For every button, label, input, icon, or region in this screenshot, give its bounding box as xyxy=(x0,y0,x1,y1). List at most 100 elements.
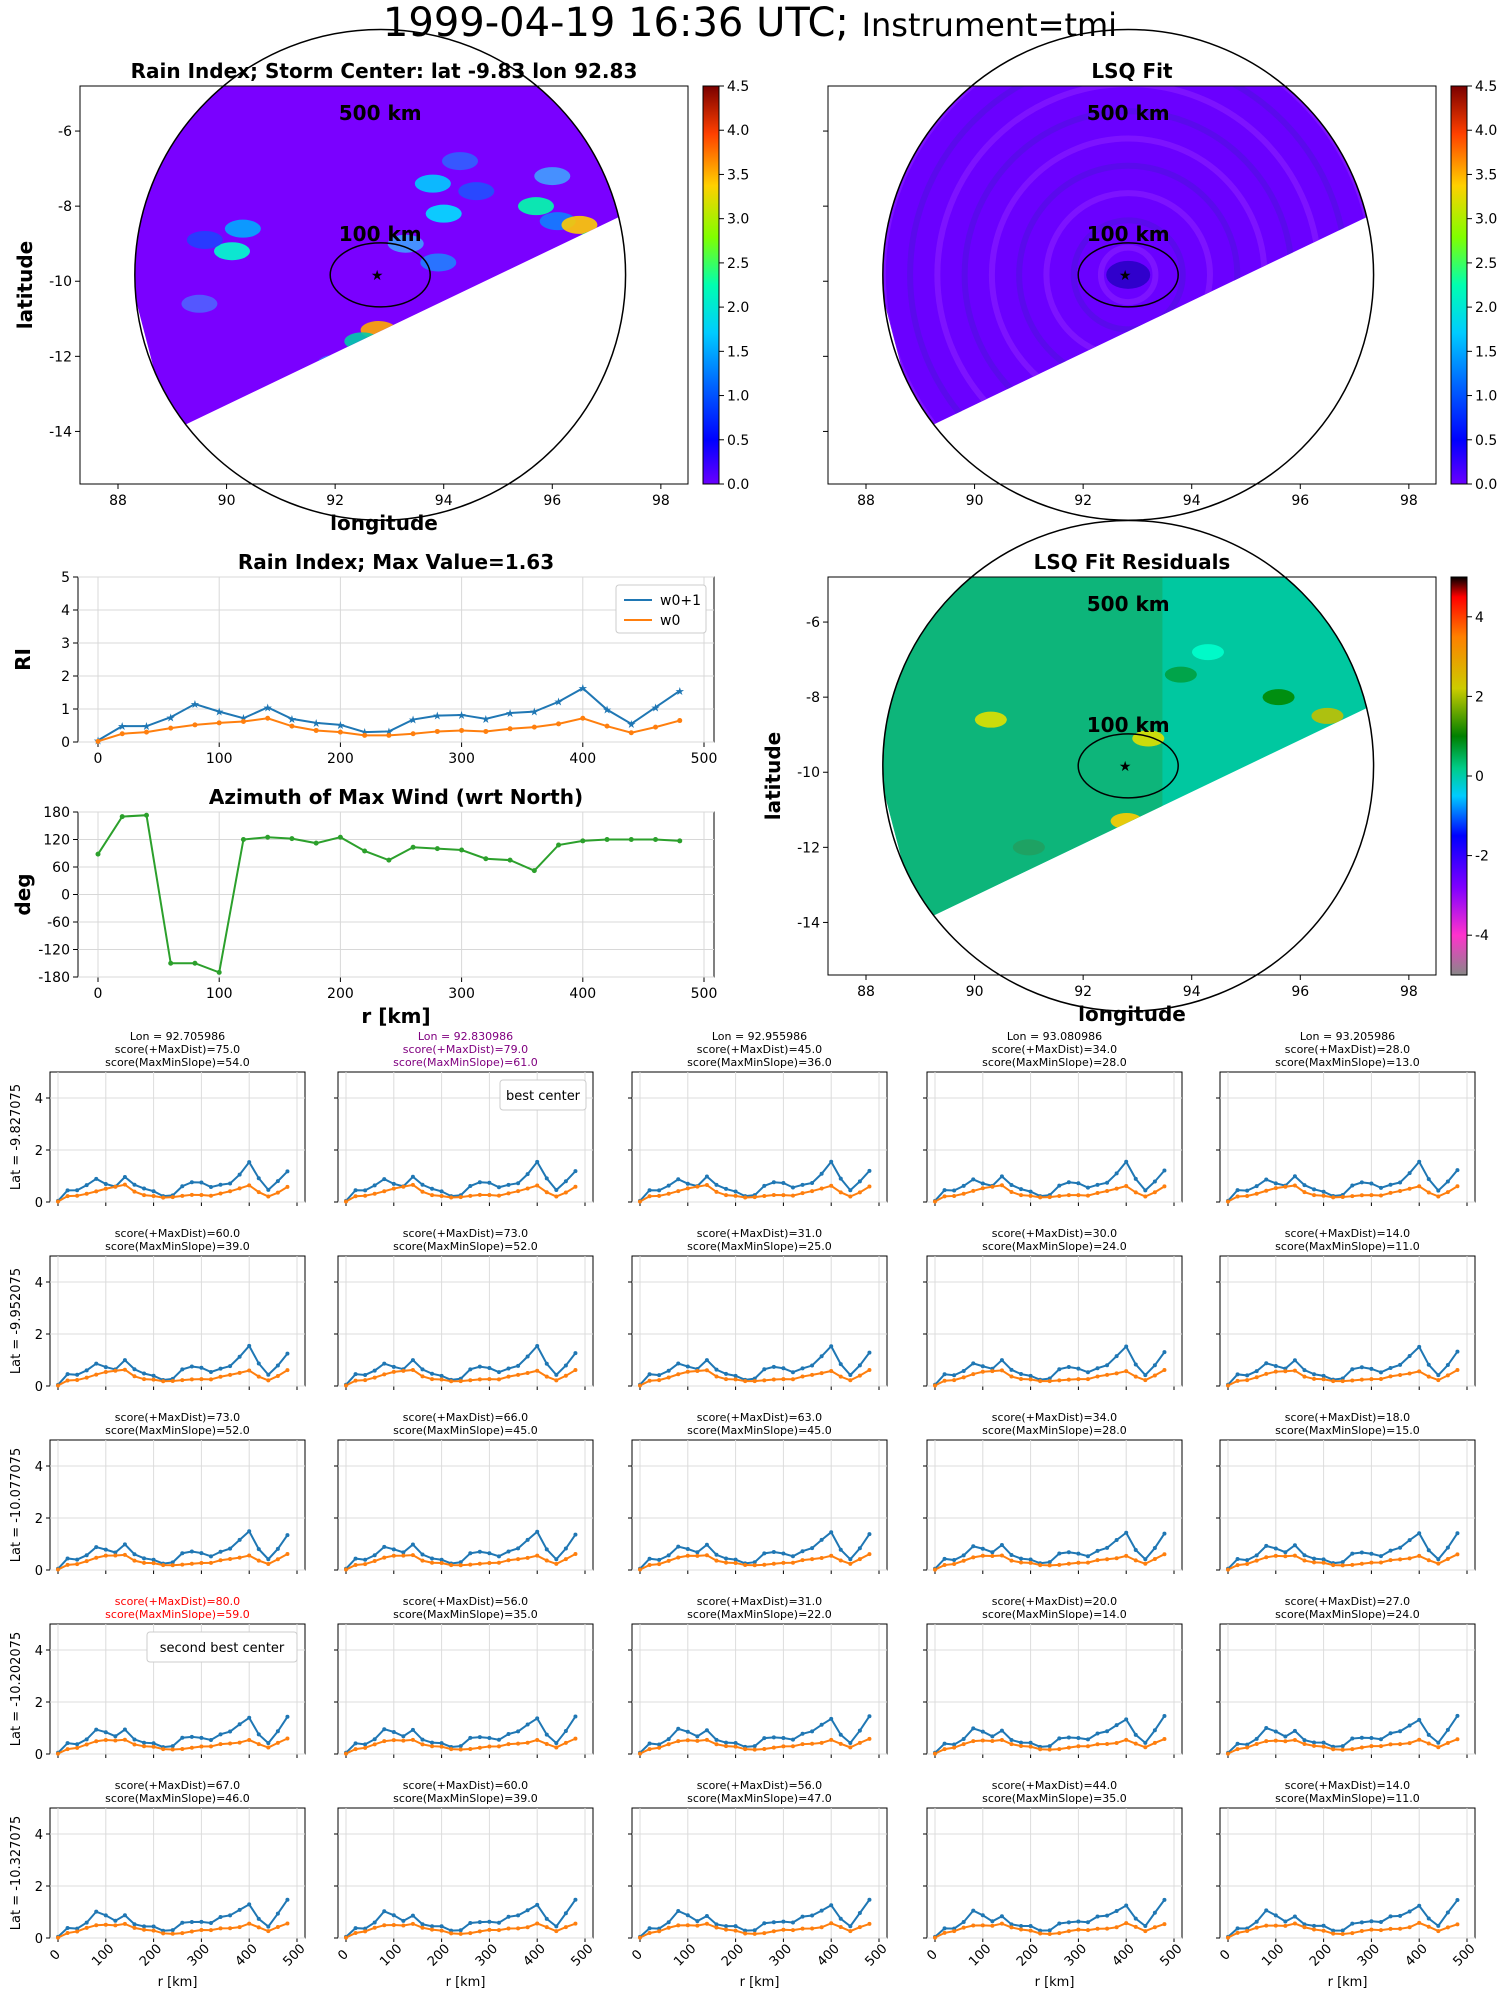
data-point xyxy=(1264,1726,1269,1731)
data-point xyxy=(838,1732,843,1737)
data-point xyxy=(420,1737,425,1742)
y-tick-label: 0 xyxy=(61,888,70,904)
data-point xyxy=(867,1168,872,1173)
data-point xyxy=(189,1180,194,1185)
data-point xyxy=(563,1557,568,1562)
data-point xyxy=(265,834,271,840)
score-maxdist: score(+MaxDist)=20.0 xyxy=(992,1595,1117,1608)
data-point xyxy=(382,1177,387,1182)
x-tick-label: 500 xyxy=(280,1941,308,1969)
y-tick-label: 2 xyxy=(35,1144,43,1159)
data-point xyxy=(391,1364,396,1369)
lsq-residual-map-field xyxy=(882,577,1374,923)
data-point xyxy=(228,1913,233,1918)
data-point xyxy=(439,1741,444,1746)
data-point xyxy=(1152,1190,1157,1195)
lsq-residual-map-frame xyxy=(827,576,1437,976)
subplot-3-0: 024score(+MaxDist)=80.0score(MaxMinSlope… xyxy=(9,1595,306,1763)
data-point xyxy=(439,1744,444,1749)
subplot-frame xyxy=(631,1255,888,1387)
data-point xyxy=(942,1556,947,1561)
subplot-frame xyxy=(1219,1255,1476,1387)
data-point xyxy=(666,1925,671,1930)
data-point xyxy=(535,1159,540,1164)
y-axis-label: latitude xyxy=(761,732,785,820)
data-point xyxy=(980,1181,985,1186)
data-point xyxy=(810,1926,815,1931)
data-point xyxy=(410,1358,415,1363)
data-point xyxy=(1143,1929,1148,1934)
data-point xyxy=(771,1735,776,1740)
data-point xyxy=(942,1194,947,1199)
colorbar-fit-tick-label: 0.5 xyxy=(1475,433,1497,449)
subplot-4-1: 0 100 200 300 400 500score(+MaxDist)=60.0scor… xyxy=(334,1779,597,1990)
data-point xyxy=(647,1194,652,1199)
data-point xyxy=(170,1563,175,1568)
data-point xyxy=(103,1730,108,1735)
data-point xyxy=(1226,1199,1230,1204)
x-tick-label: 200 xyxy=(1307,1941,1335,1969)
data-point xyxy=(1292,1728,1297,1733)
data-point xyxy=(1114,1556,1119,1561)
data-point xyxy=(1407,1741,1412,1746)
data-point xyxy=(771,1929,776,1934)
data-point xyxy=(1114,1171,1119,1176)
data-point xyxy=(1273,1181,1278,1186)
data-point xyxy=(386,857,392,863)
res-west xyxy=(882,577,1163,923)
subplot-0-4: Lon = 93.205986score(+MaxDist)=28.0score… xyxy=(1216,1030,1476,1206)
data-point xyxy=(496,1554,501,1559)
data-point xyxy=(638,1199,642,1204)
data-point xyxy=(143,812,149,818)
data-point xyxy=(724,1186,729,1191)
data-point xyxy=(544,1741,549,1746)
data-point xyxy=(237,1925,242,1930)
data-point xyxy=(867,1736,872,1741)
score-maxdist: score(+MaxDist)=34.0 xyxy=(992,1411,1117,1424)
data-point xyxy=(952,1378,957,1383)
rain-index-profile-title: Rain Index; Max Value=1.63 xyxy=(238,550,554,574)
data-point xyxy=(1369,1735,1374,1740)
data-point xyxy=(1162,1713,1167,1718)
data-point xyxy=(1445,1910,1450,1915)
data-point: ★ xyxy=(675,685,685,698)
data-point xyxy=(733,1377,738,1382)
data-point xyxy=(180,1193,185,1198)
data-point: ★ xyxy=(239,712,249,725)
data-point xyxy=(676,1177,681,1182)
data-point xyxy=(228,1189,233,1194)
data-point xyxy=(724,1924,729,1929)
data-point xyxy=(1038,1563,1043,1568)
score-maxdist: score(+MaxDist)=80.0 xyxy=(115,1595,240,1608)
data-point xyxy=(228,1181,233,1186)
data-point xyxy=(516,1189,521,1194)
data-point xyxy=(1312,1187,1317,1192)
data-point xyxy=(199,1927,204,1932)
data-point xyxy=(487,1551,492,1556)
data-point xyxy=(208,1737,213,1742)
data-point: ★ xyxy=(287,713,297,726)
data-point xyxy=(714,1737,719,1742)
x-tick-label: 100 xyxy=(377,1941,405,1969)
data-point xyxy=(810,1546,815,1551)
fit-ring xyxy=(1097,244,1159,306)
data-point xyxy=(483,728,489,734)
data-point xyxy=(1095,1731,1100,1736)
data-point xyxy=(647,1372,652,1377)
data-point xyxy=(103,1913,108,1918)
data-point xyxy=(410,1542,415,1547)
data-point xyxy=(1426,1548,1431,1553)
data-point xyxy=(1378,1737,1383,1742)
data-point xyxy=(724,1556,729,1561)
data-point xyxy=(647,1188,652,1193)
score-maxminslope: score(MaxMinSlope)=39.0 xyxy=(393,1792,538,1805)
data-point xyxy=(56,1199,60,1204)
score-maxdist: score(+MaxDist)=79.0 xyxy=(403,1043,528,1056)
data-point xyxy=(1047,1747,1052,1752)
colorbar-fit-tick-label: 2.5 xyxy=(1475,256,1497,272)
data-point xyxy=(439,1557,444,1562)
data-point xyxy=(544,1374,549,1379)
data-point xyxy=(695,1550,700,1555)
data-point xyxy=(971,1908,976,1913)
data-point xyxy=(275,1190,280,1195)
